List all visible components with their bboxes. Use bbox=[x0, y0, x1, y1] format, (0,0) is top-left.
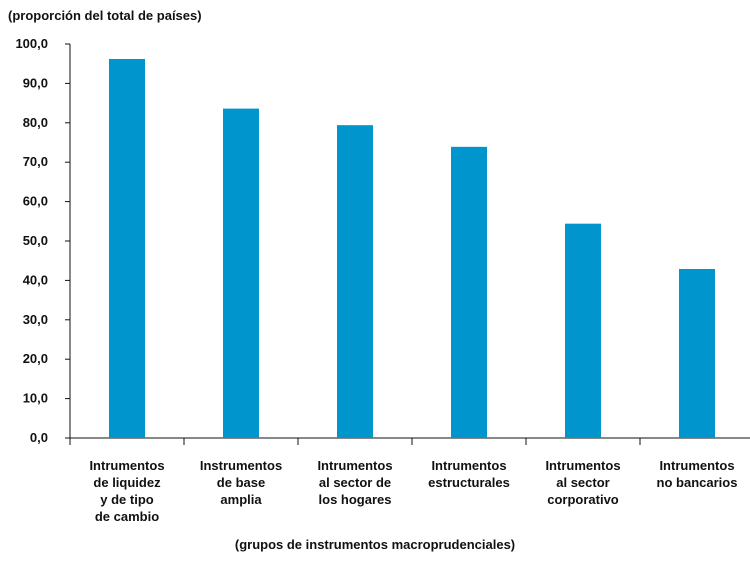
x-tick-label: Instrumentos de base amplia bbox=[200, 458, 282, 507]
x-tick-label-line: los hogares bbox=[319, 492, 392, 507]
bar bbox=[679, 268, 715, 438]
x-tick-label-line: al sector bbox=[556, 475, 609, 490]
y-tick-label: 30,0 bbox=[23, 312, 48, 327]
bar bbox=[451, 146, 487, 439]
x-tick-label-line: y de tipo bbox=[100, 492, 154, 507]
x-tick-label: Intrumentos estructurales bbox=[428, 458, 510, 490]
bar bbox=[337, 125, 373, 438]
x-tick-label-line: Instrumentos bbox=[200, 458, 282, 473]
y-tick-label: 0,0 bbox=[30, 430, 48, 445]
x-tick-label: Intrumentos de liquidez y de tipo de cambio bbox=[89, 458, 164, 524]
x-tick-label-line: de base bbox=[217, 475, 265, 490]
x-tick-label: Intrumentos al sector corporativo bbox=[545, 458, 620, 507]
y-tick-label: 70,0 bbox=[23, 154, 48, 169]
y-tick-label: 90,0 bbox=[23, 75, 48, 90]
bar bbox=[223, 108, 259, 438]
y-tick-label: 100,0 bbox=[15, 36, 48, 51]
unit-label: (proporción del total de países) bbox=[8, 8, 202, 23]
bar bbox=[565, 223, 601, 438]
x-tick-label-line: amplia bbox=[220, 492, 262, 507]
x-tick-label-line: Intrumentos bbox=[545, 458, 620, 473]
x-tick-label-line: al sector de bbox=[319, 475, 391, 490]
x-tick-label: Intrumentos no bancarios bbox=[657, 458, 738, 490]
x-tick-label-line: Intrumentos bbox=[317, 458, 392, 473]
y-tick-label: 10,0 bbox=[23, 391, 48, 406]
bar bbox=[109, 58, 145, 439]
x-tick-label-line: Intrumentos bbox=[431, 458, 506, 473]
y-tick-label: 20,0 bbox=[23, 351, 48, 366]
x-tick-label-line: corporativo bbox=[547, 492, 619, 507]
x-tick-label-line: estructurales bbox=[428, 475, 510, 490]
x-tick-label-line: de liquidez bbox=[93, 475, 161, 490]
y-tick-label: 80,0 bbox=[23, 115, 48, 130]
x-tick-label-line: de cambio bbox=[95, 509, 159, 524]
x-tick-label-line: no bancarios bbox=[657, 475, 738, 490]
y-tick-label: 50,0 bbox=[23, 233, 48, 248]
y-tick-label: 60,0 bbox=[23, 194, 48, 209]
y-tick-label: 40,0 bbox=[23, 272, 48, 287]
x-axis-title: (grupos de instrumentos macroprudenciale… bbox=[234, 537, 516, 552]
x-tick-label-line: Intrumentos bbox=[659, 458, 734, 473]
x-tick-label: Intrumentos al sector de los hogares bbox=[317, 458, 392, 507]
x-tick-label-line: Intrumentos bbox=[89, 458, 164, 473]
